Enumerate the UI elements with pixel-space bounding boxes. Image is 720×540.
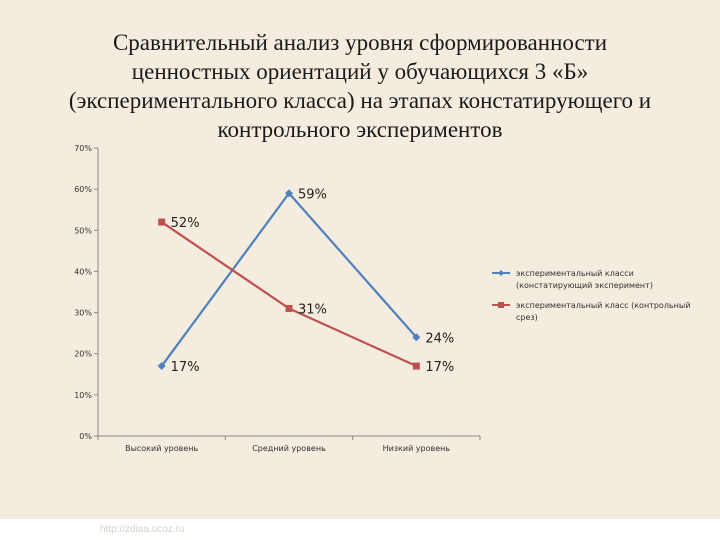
title-line: (экспериментального класса) на этапах ко… xyxy=(68,88,652,113)
y-tick-label: 0% xyxy=(79,432,92,441)
data-label: 17% xyxy=(171,360,200,375)
x-category-label: Высокий уровень xyxy=(125,444,198,453)
x-category-label: Низкий уровень xyxy=(383,444,451,453)
footer-band xyxy=(0,519,720,540)
data-label: 24% xyxy=(425,331,454,346)
title-line: Сравнительный анализ уровня сформированн… xyxy=(112,30,608,55)
legend-swatch-marker xyxy=(498,302,504,308)
slide-title: Сравнительный анализ уровня сформированн… xyxy=(30,28,690,144)
legend-label: срез) xyxy=(516,313,538,322)
y-tick-label: 20% xyxy=(74,350,92,359)
data-point xyxy=(285,189,293,198)
x-category-label: Средний уровень xyxy=(252,444,326,453)
title-line: ценностных ориентаций у обучающихся 3 «Б… xyxy=(131,59,589,84)
series-line xyxy=(160,191,418,367)
y-tick-label: 10% xyxy=(74,391,92,400)
y-tick-label: 60% xyxy=(74,185,92,194)
watermark: http://zdiaa.ucoz.ru xyxy=(100,524,185,535)
data-label: 52% xyxy=(171,216,200,231)
y-tick-label: 70% xyxy=(74,144,92,153)
title-line: контрольного экспериментов xyxy=(217,117,503,142)
y-tick-label: 50% xyxy=(74,226,92,235)
data-label: 17% xyxy=(425,360,454,375)
legend-swatch-marker xyxy=(498,270,504,276)
data-point xyxy=(158,218,166,226)
y-tick-label: 40% xyxy=(74,267,92,276)
data-point xyxy=(157,362,166,371)
data-point xyxy=(412,333,421,342)
data-label: 31% xyxy=(298,302,327,317)
y-tick-label: 30% xyxy=(74,309,92,318)
legend-label: (констатирующий эксперимент) xyxy=(516,281,653,290)
data-point xyxy=(285,304,293,312)
data-point xyxy=(412,362,420,370)
data-label: 59% xyxy=(298,187,327,202)
legend-label: экспериментальный класси xyxy=(516,269,634,278)
legend-label: экспериментальный класс (контрольный xyxy=(516,301,690,310)
